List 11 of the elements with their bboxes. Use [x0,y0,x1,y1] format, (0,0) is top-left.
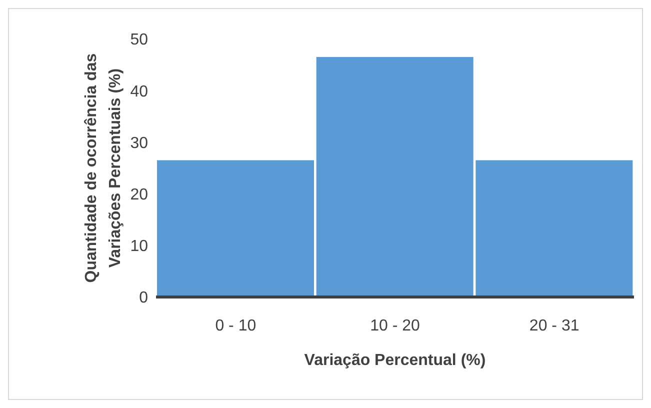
y-tick-label: 20 [130,186,148,204]
y-tick-label: 50 [130,32,148,49]
y-axis-title: Quantidade de ocorrência das Variações Percentuais (%) [83,53,124,283]
y-tick-label: 0 [139,290,148,307]
y-tick-label: 40 [130,83,148,100]
y-tick-label: 30 [130,134,148,152]
x-tick-label: 0 - 10 [215,317,256,334]
x-axis-title: Variação Percentual (%) [304,352,486,369]
y-tick-label: 10 [130,238,148,256]
x-tick-label: 10 - 20 [370,317,420,334]
x-tick-label: 20 - 31 [529,317,580,334]
